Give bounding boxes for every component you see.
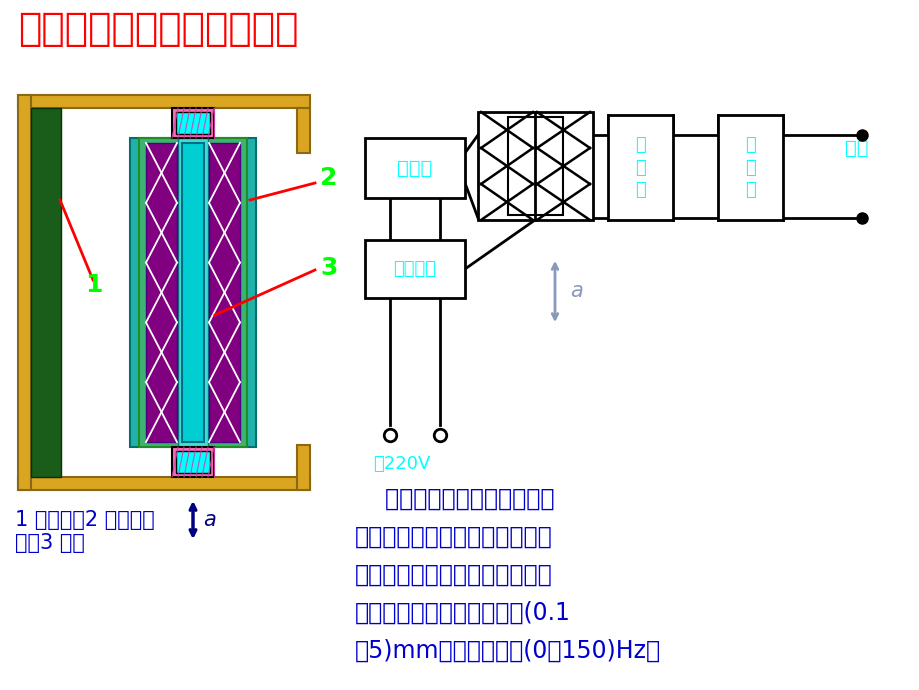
Bar: [182, 143, 204, 442]
Text: a: a: [570, 281, 582, 301]
Text: 输出: 输出: [844, 139, 868, 157]
Text: 2: 2: [320, 166, 337, 190]
Bar: [18, 477, 310, 490]
Bar: [717, 115, 782, 220]
Text: 3: 3: [320, 256, 337, 280]
Bar: [18, 95, 310, 108]
Bar: [172, 447, 214, 477]
Bar: [18, 95, 31, 490]
Bar: [146, 143, 176, 442]
Text: 差动变压器式加速度传感器: 差动变压器式加速度传感器: [18, 10, 298, 48]
Text: 1 悬臂梁；2 差动变压
器；3 衔铁: 1 悬臂梁；2 差动变压 器；3 衔铁: [15, 510, 154, 553]
Bar: [176, 451, 210, 473]
Bar: [139, 138, 246, 447]
Bar: [209, 143, 240, 442]
Bar: [297, 108, 310, 153]
Bar: [177, 138, 208, 447]
Text: 检
波
器: 检 波 器: [634, 137, 645, 199]
Text: ～5)mm，振动频率为(0～150)Hz。: ～5)mm，振动频率为(0～150)Hz。: [355, 639, 661, 663]
Bar: [365, 138, 464, 198]
Bar: [365, 240, 464, 298]
Bar: [176, 112, 210, 134]
Bar: [31, 108, 61, 477]
Text: 1: 1: [85, 273, 102, 297]
Text: a: a: [203, 510, 216, 530]
Bar: [297, 445, 310, 490]
Text: 振幅时其激磁频率必须是振动频: 振幅时其激磁频率必须是振动频: [355, 525, 552, 549]
Bar: [186, 108, 199, 477]
Bar: [172, 108, 214, 138]
Bar: [507, 117, 562, 215]
Text: 用于测定振动物体的频率和: 用于测定振动物体的频率和: [355, 487, 554, 511]
Text: 振荡器: 振荡器: [397, 159, 432, 177]
Bar: [607, 115, 673, 220]
Text: ～220V: ～220V: [372, 455, 430, 473]
Text: 稳压电源: 稳压电源: [393, 260, 436, 278]
Bar: [478, 112, 593, 220]
Text: 率的十倍以上，才能得到精确的: 率的十倍以上，才能得到精确的: [355, 563, 552, 587]
Bar: [130, 138, 255, 447]
Text: 测量结果。可测量的振幅为(0.1: 测量结果。可测量的振幅为(0.1: [355, 601, 571, 625]
Text: 滤
波
器: 滤 波 器: [744, 137, 755, 199]
